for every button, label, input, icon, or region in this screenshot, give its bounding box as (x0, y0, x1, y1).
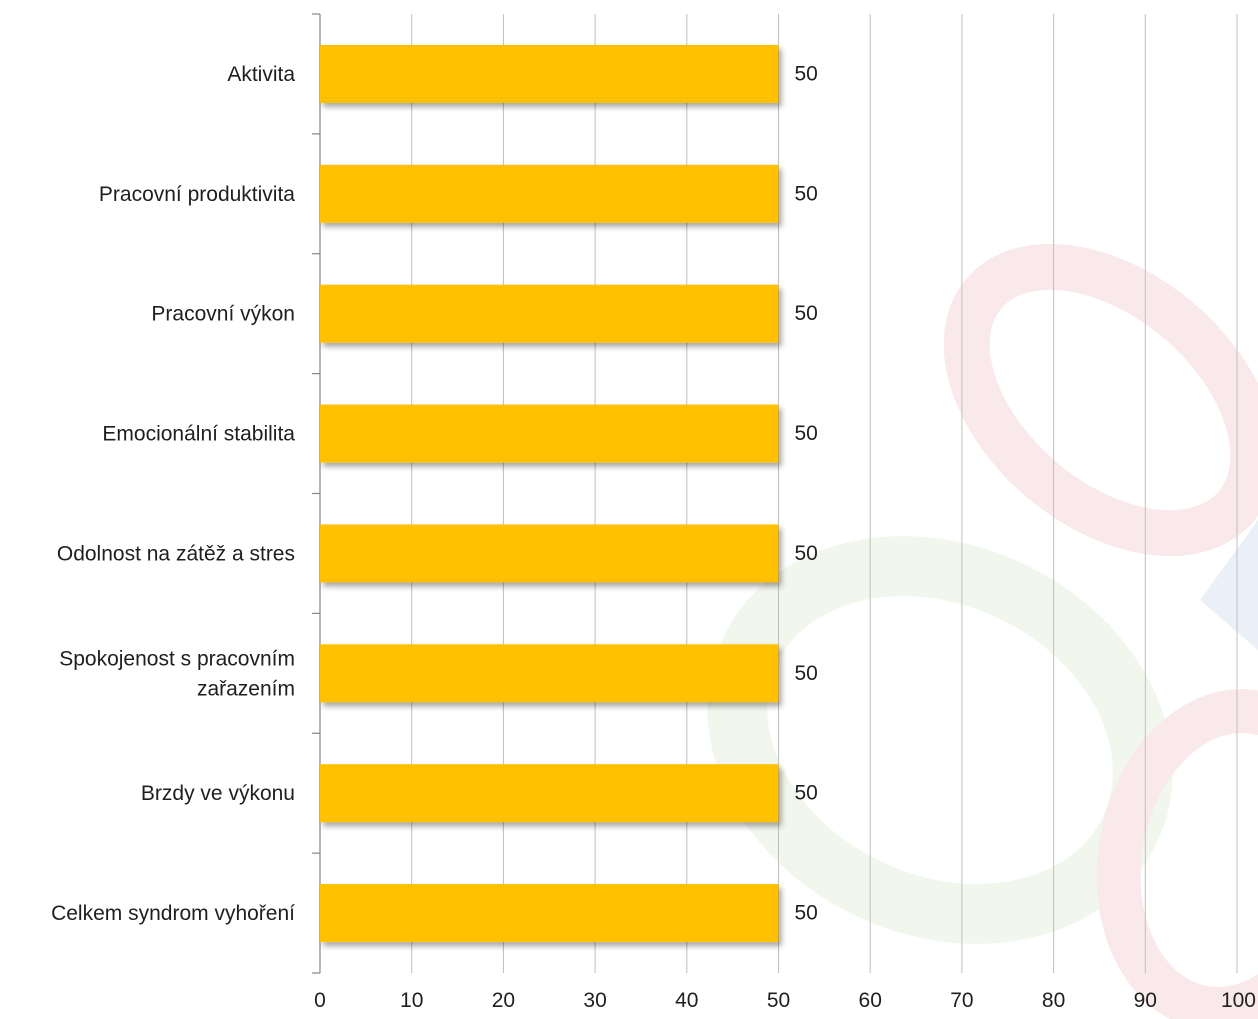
data-label-3: 50 (795, 302, 818, 325)
x-tick-label-0: 0 (314, 989, 326, 1012)
watermark-blue-shape (1200, 520, 1258, 650)
category-axis (312, 13, 321, 974)
category-label-7: Brzdy ve výkonu (141, 782, 295, 805)
bar-3 (320, 284, 779, 343)
category-label-8: Celkem syndrom vyhoření (51, 902, 295, 925)
bar-1 (320, 44, 779, 103)
bar-8 (320, 884, 779, 943)
x-tick-label-40: 40 (675, 989, 698, 1012)
x-tick-label-60: 60 (859, 989, 882, 1012)
data-label-1: 50 (795, 62, 818, 85)
category-label-1: Aktivita (227, 62, 295, 85)
category-label-3: Pracovní výkon (151, 302, 295, 325)
x-tick-label-50: 50 (767, 989, 790, 1012)
bar-6 (320, 644, 779, 703)
x-tick-label-90: 90 (1134, 989, 1157, 1012)
x-tick-label-20: 20 (492, 989, 515, 1012)
data-label-5: 50 (795, 542, 818, 565)
data-label-4: 50 (795, 422, 818, 445)
watermark-red-ring-lower (1096, 689, 1258, 1019)
bar-2 (320, 164, 779, 223)
data-label-7: 50 (795, 782, 818, 805)
category-label-4: Emocionální stabilita (102, 422, 295, 445)
x-tick-label-70: 70 (950, 989, 973, 1012)
category-labels: Aktivita Pracovní produktivita Pracovní vý… (51, 62, 295, 924)
category-label-2: Pracovní produktivita (99, 182, 295, 205)
bar-5 (320, 524, 779, 583)
x-tick-label-80: 80 (1042, 989, 1065, 1012)
bar-series (320, 44, 779, 943)
x-tick-label-100: 100 (1221, 989, 1256, 1012)
category-label-5: Odolnost na zátěž a stres (57, 542, 295, 565)
watermark-red-ring (943, 243, 1258, 557)
data-label-6: 50 (795, 662, 818, 685)
x-tick-label-10: 10 (400, 989, 423, 1012)
data-labels: 50 50 50 50 50 50 50 50 (795, 62, 818, 924)
bar-7 (320, 764, 779, 823)
category-label-6: Spokojenost s pracovním zařazením (59, 647, 295, 700)
data-label-2: 50 (795, 182, 818, 205)
x-tick-labels: 0 10 20 30 40 50 60 70 80 90 100 (314, 989, 1256, 1012)
data-label-8: 50 (795, 902, 818, 925)
x-tick-label-30: 30 (583, 989, 606, 1012)
bar-4 (320, 404, 779, 463)
